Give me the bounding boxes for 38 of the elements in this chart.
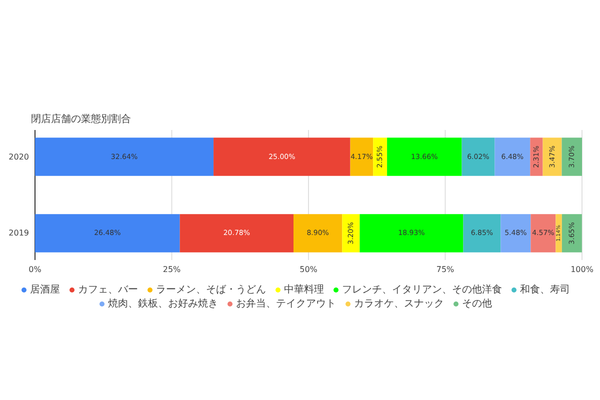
legend-label: お弁当、テイクアウト <box>236 298 336 310</box>
legend-label: フレンチ、イタリアン、その他洋食 <box>342 284 502 296</box>
bar <box>35 214 180 252</box>
bar <box>562 214 582 252</box>
bar <box>373 138 388 176</box>
legend-label: その他 <box>462 298 492 310</box>
legend-label: 焼肉、鉄板、お好み焼き <box>108 298 218 310</box>
bar <box>35 138 214 176</box>
legend-label: カラオケ、スナック <box>354 298 444 310</box>
bar <box>556 214 562 252</box>
bar <box>494 138 530 176</box>
bar <box>462 138 495 176</box>
x-tick-label: 25% <box>162 265 182 274</box>
bar <box>530 214 556 252</box>
y-tick-label: 2019 <box>8 228 29 238</box>
bar <box>214 138 350 176</box>
bar <box>180 214 294 252</box>
legend-label: 和食、寿司 <box>520 284 570 296</box>
bar <box>542 138 562 176</box>
x-tick-label: 50% <box>300 265 318 274</box>
bar <box>562 138 582 176</box>
legend-label: 中華料理 <box>284 284 324 296</box>
x-tick-label: 75% <box>436 265 455 274</box>
legend-label: 居酒屋 <box>30 284 60 296</box>
legend-label: カフェ、バー <box>78 284 138 296</box>
bar <box>360 214 464 252</box>
y-tick-label: 2020 <box>8 152 29 162</box>
x-tick-label: 100% <box>570 265 594 274</box>
legend-label: ラーメン、そば・うどん <box>156 284 266 296</box>
bar <box>350 138 374 176</box>
bar <box>294 214 342 252</box>
bar <box>530 138 543 176</box>
chart-title: 閉店店舗の業態別割合 <box>31 113 131 125</box>
bar <box>342 214 360 252</box>
bar <box>463 214 501 252</box>
x-tick-label: 0% <box>28 265 42 274</box>
bar <box>387 138 462 176</box>
bar <box>500 214 531 252</box>
